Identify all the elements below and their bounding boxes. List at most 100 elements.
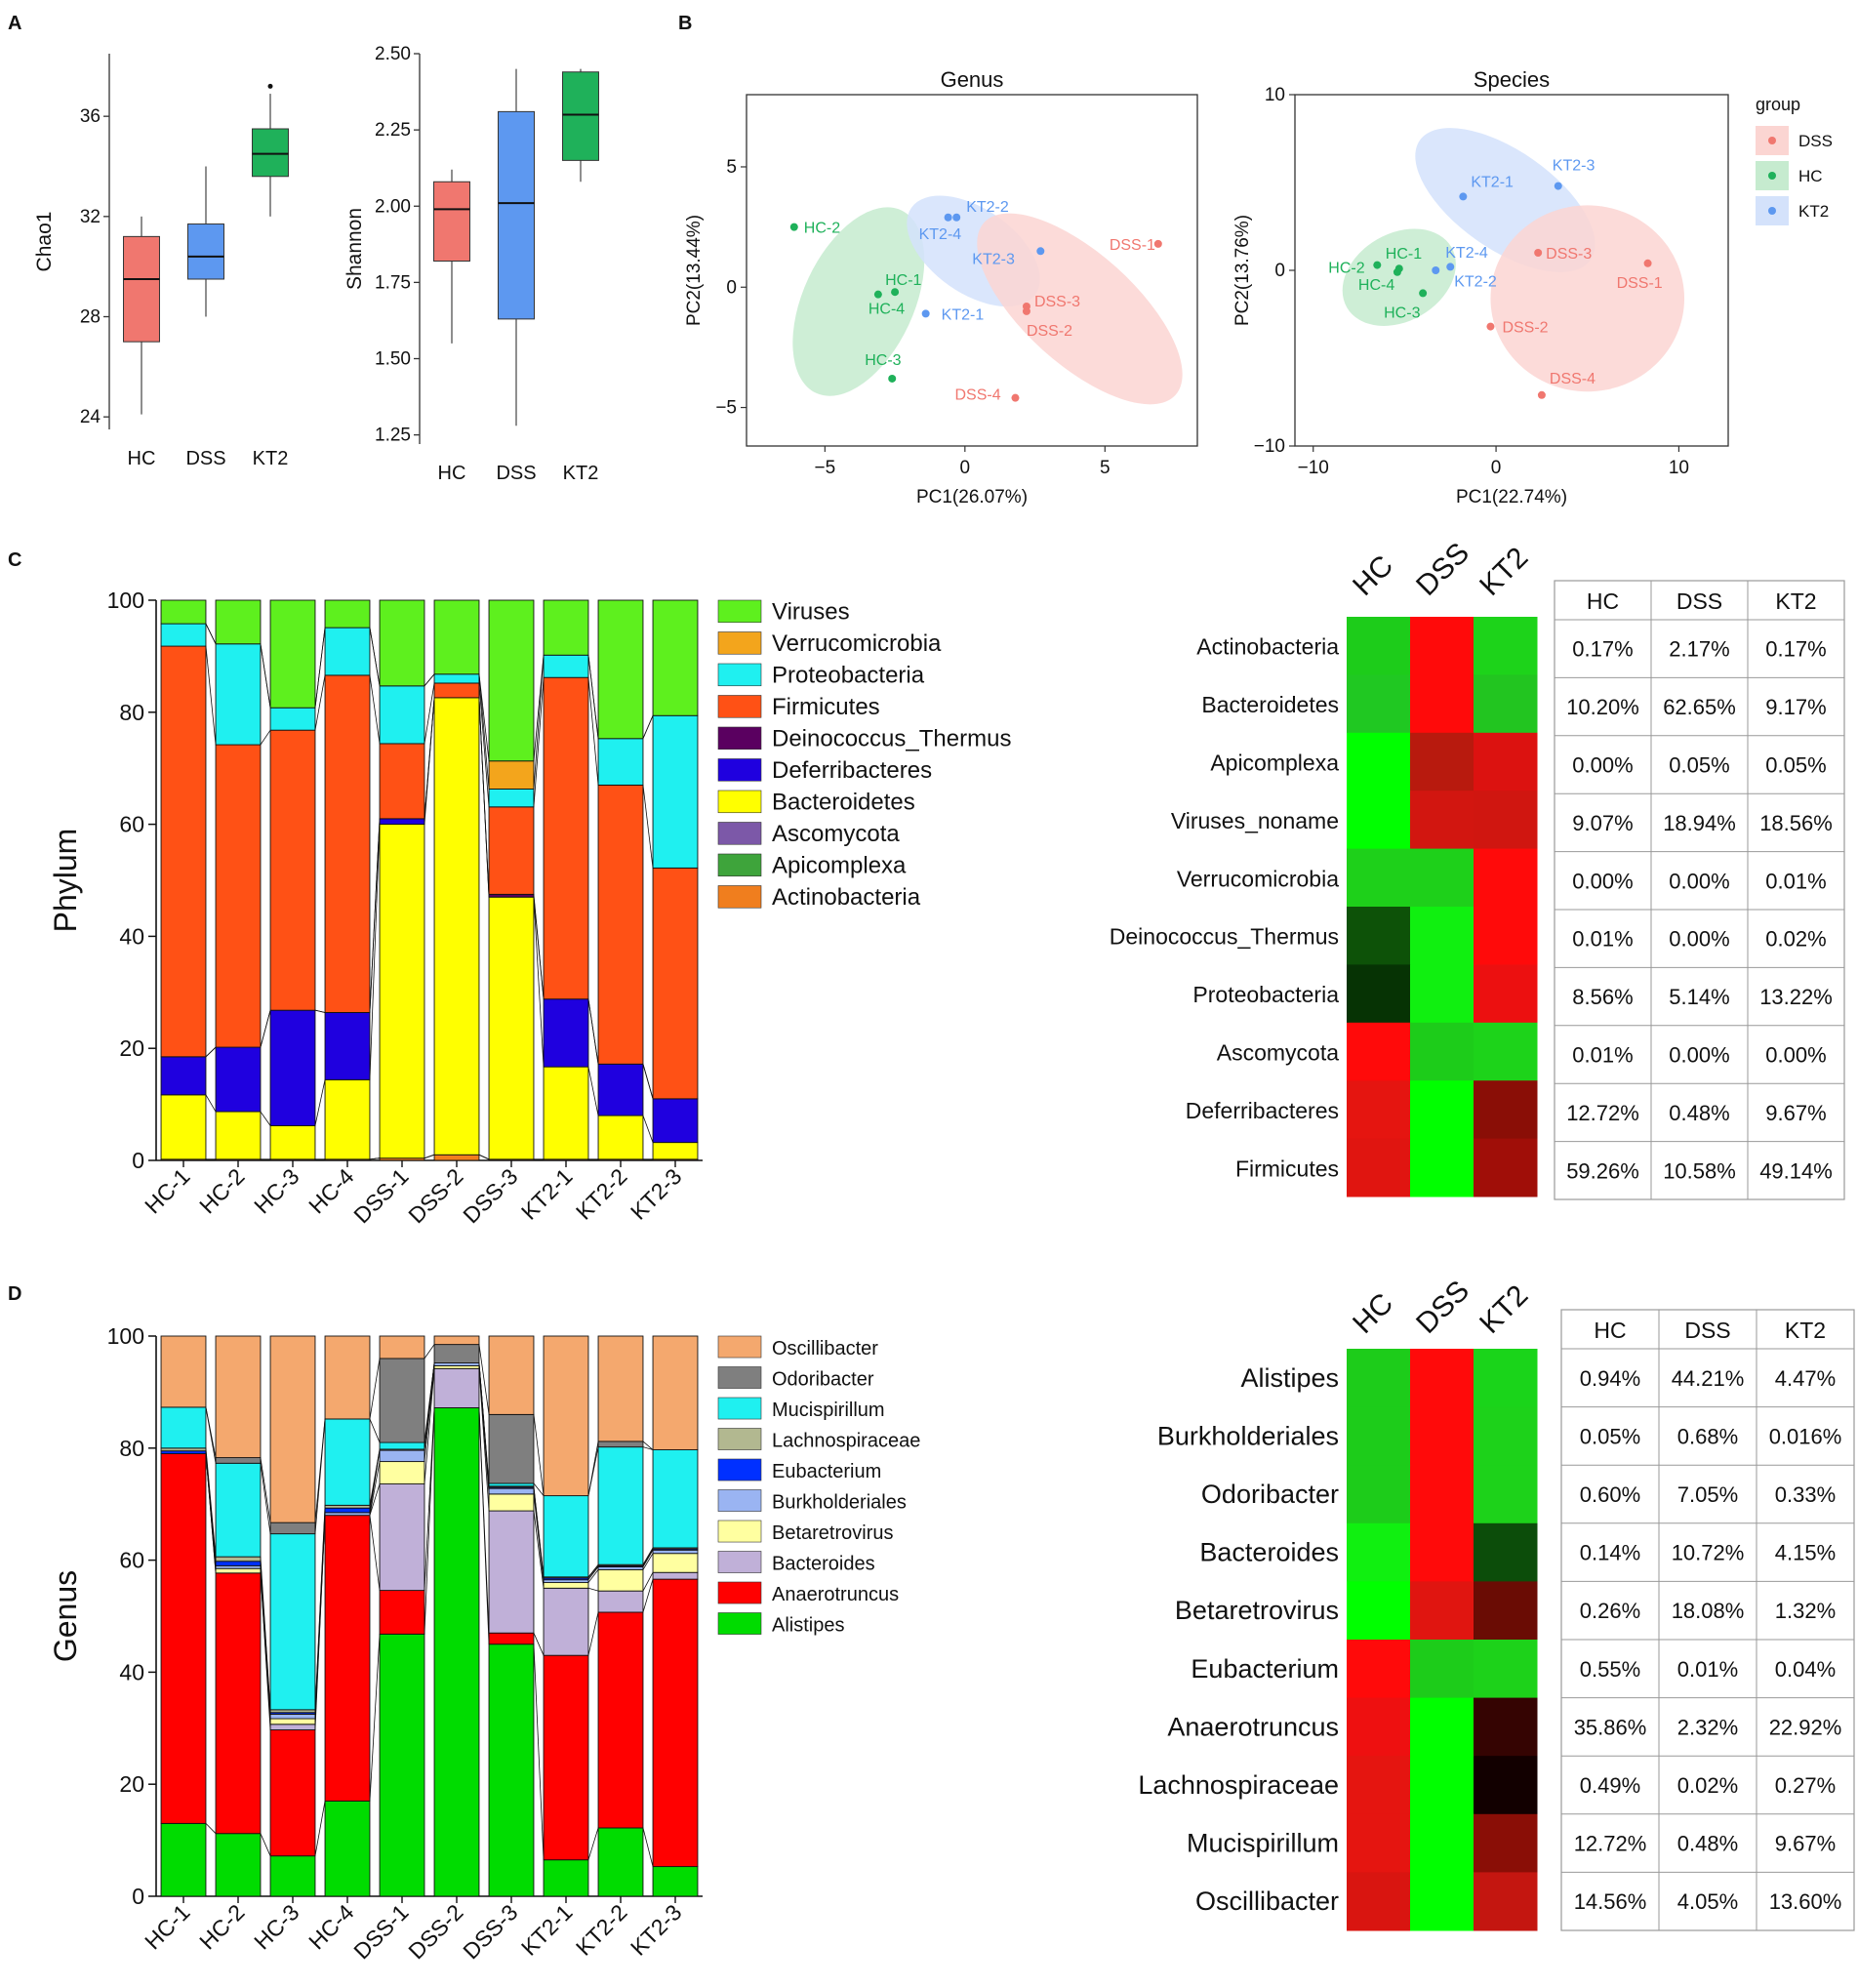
bar-connector xyxy=(587,1611,599,1656)
bar-connector xyxy=(642,715,654,739)
table-cell: 18.56% xyxy=(1759,811,1833,835)
bar-connector xyxy=(424,1365,435,1462)
table-cell: 0.48% xyxy=(1677,1832,1738,1856)
bar-connector xyxy=(642,1550,654,1567)
bar-connector xyxy=(587,1587,599,1592)
point-kt2-4 xyxy=(1432,266,1440,274)
table-cell: 9.17% xyxy=(1765,695,1826,719)
table-cell: 9.67% xyxy=(1775,1832,1836,1856)
box-hc xyxy=(433,181,470,262)
bar-connector xyxy=(642,1115,654,1143)
y-axis-title: PC2(13.76%) xyxy=(1232,215,1253,326)
table-cell: 0.01% xyxy=(1765,869,1826,893)
heatmap-cell xyxy=(1410,1138,1474,1197)
x-tick-label: −10 xyxy=(1298,458,1329,478)
point-dss-2 xyxy=(1486,322,1495,331)
x-tick-label: KT2-3 xyxy=(626,1163,687,1225)
bar-connector xyxy=(314,1418,326,1523)
table-cell: 10.58% xyxy=(1663,1158,1736,1183)
table-cell: 10.20% xyxy=(1566,695,1639,719)
x-tick-label: HC-2 xyxy=(194,1163,249,1218)
bar-connector xyxy=(369,1634,381,1802)
bar-segment-anaerotruncus xyxy=(488,1632,535,1645)
heatmap-row-label: Oscillibacter xyxy=(1195,1887,1339,1916)
heatmap-row-label: Deferribacteres xyxy=(1186,1098,1339,1123)
bar-connector xyxy=(314,628,326,709)
box-outlier xyxy=(267,83,273,89)
legend-label: Apicomplexa xyxy=(772,853,907,879)
table-cell: 8.56% xyxy=(1572,985,1633,1009)
y-tick-label: 100 xyxy=(107,1323,144,1349)
table-cell: 0.00% xyxy=(1765,1043,1826,1068)
point-dss-4 xyxy=(1537,390,1546,399)
bar-segment-odoribacter xyxy=(488,1413,535,1484)
legend-label: Verrucomicrobia xyxy=(772,630,942,657)
legend-swatch-ascomycota xyxy=(717,822,762,845)
bar-segment-burkholderiales xyxy=(652,1549,699,1555)
table-cell: 0.48% xyxy=(1669,1101,1729,1125)
table-cell: 18.94% xyxy=(1663,811,1736,835)
table-cell: 0.01% xyxy=(1572,927,1633,952)
table-cell: 0.05% xyxy=(1580,1424,1640,1448)
heatmap-cell xyxy=(1474,1581,1538,1641)
bar-connector xyxy=(369,1418,381,1443)
bar-segment-proteobacteria xyxy=(215,643,262,746)
table-cell: 0.02% xyxy=(1677,1773,1738,1798)
bar-segment-anaerotruncus xyxy=(269,1729,316,1857)
bar-connector xyxy=(642,1827,654,1867)
bar-connector xyxy=(369,1358,381,1420)
heatmap-column-label: DSS xyxy=(1410,1275,1475,1340)
legend-label: Deferribacteres xyxy=(772,757,932,784)
bar-segment-viruses xyxy=(379,599,425,687)
bar-segment-anaerotruncus xyxy=(597,1611,644,1829)
bar-segment-betaretrovirus xyxy=(269,1718,316,1725)
ellipse-dss xyxy=(1490,205,1685,392)
bar-connector xyxy=(587,1563,599,1578)
bar-connector xyxy=(533,1643,545,1860)
table-header-cell: DSS xyxy=(1684,1318,1730,1343)
table-cell: 0.05% xyxy=(1765,753,1826,778)
bar-connector xyxy=(533,677,545,807)
point-label: KT2-4 xyxy=(919,226,962,243)
bar-segment-viruses xyxy=(652,599,699,716)
heatmap-cell xyxy=(1474,1756,1538,1815)
y-tick-label: 0 xyxy=(132,1884,144,1909)
y-tick-label: 2.50 xyxy=(375,44,411,64)
y-tick-label: 80 xyxy=(119,700,144,725)
bar-connector xyxy=(205,623,217,644)
bar-segment-bacteroidetes xyxy=(543,1066,589,1160)
heatmap-cell xyxy=(1474,617,1538,675)
bar-connector xyxy=(478,1407,490,1634)
y-tick-label: 20 xyxy=(119,1771,144,1797)
bar-connector xyxy=(369,818,381,1013)
y-tick-label: 0 xyxy=(1274,261,1285,281)
bar-segment-firmicutes xyxy=(652,867,699,1100)
heatmap-cell xyxy=(1474,1022,1538,1081)
table-cell: 44.21% xyxy=(1672,1366,1745,1391)
heatmap-cell xyxy=(1474,1349,1538,1408)
table-cell: 14.56% xyxy=(1574,1889,1647,1914)
bar-connector xyxy=(369,628,381,686)
point-label: HC-1 xyxy=(885,272,921,289)
heatmap-cell xyxy=(1410,1640,1474,1699)
heatmap-cell xyxy=(1347,617,1411,675)
heatmap-cell xyxy=(1410,1349,1474,1408)
y-axis-title: Genus xyxy=(48,1570,83,1662)
bar-connector xyxy=(369,674,381,745)
box-kt2 xyxy=(562,71,599,161)
bar-segment-mucispirillum xyxy=(379,1441,425,1450)
point-hc-1 xyxy=(891,288,900,297)
table-cell: 0.02% xyxy=(1765,927,1826,952)
bar-connector xyxy=(260,1463,271,1534)
bar-segment-oscillibacter xyxy=(215,1335,262,1459)
box-hc xyxy=(123,235,160,343)
bar-segment-bacteroides xyxy=(543,1587,589,1656)
legend-label: Ascomycota xyxy=(772,821,900,847)
bar-connector xyxy=(205,1046,217,1058)
x-tick-label: 0 xyxy=(1491,458,1502,478)
bar-segment-proteobacteria xyxy=(160,623,207,647)
x-axis-title: PC1(22.74%) xyxy=(1456,487,1567,507)
point-hc-3 xyxy=(1419,289,1428,298)
bar-connector xyxy=(369,1483,381,1516)
